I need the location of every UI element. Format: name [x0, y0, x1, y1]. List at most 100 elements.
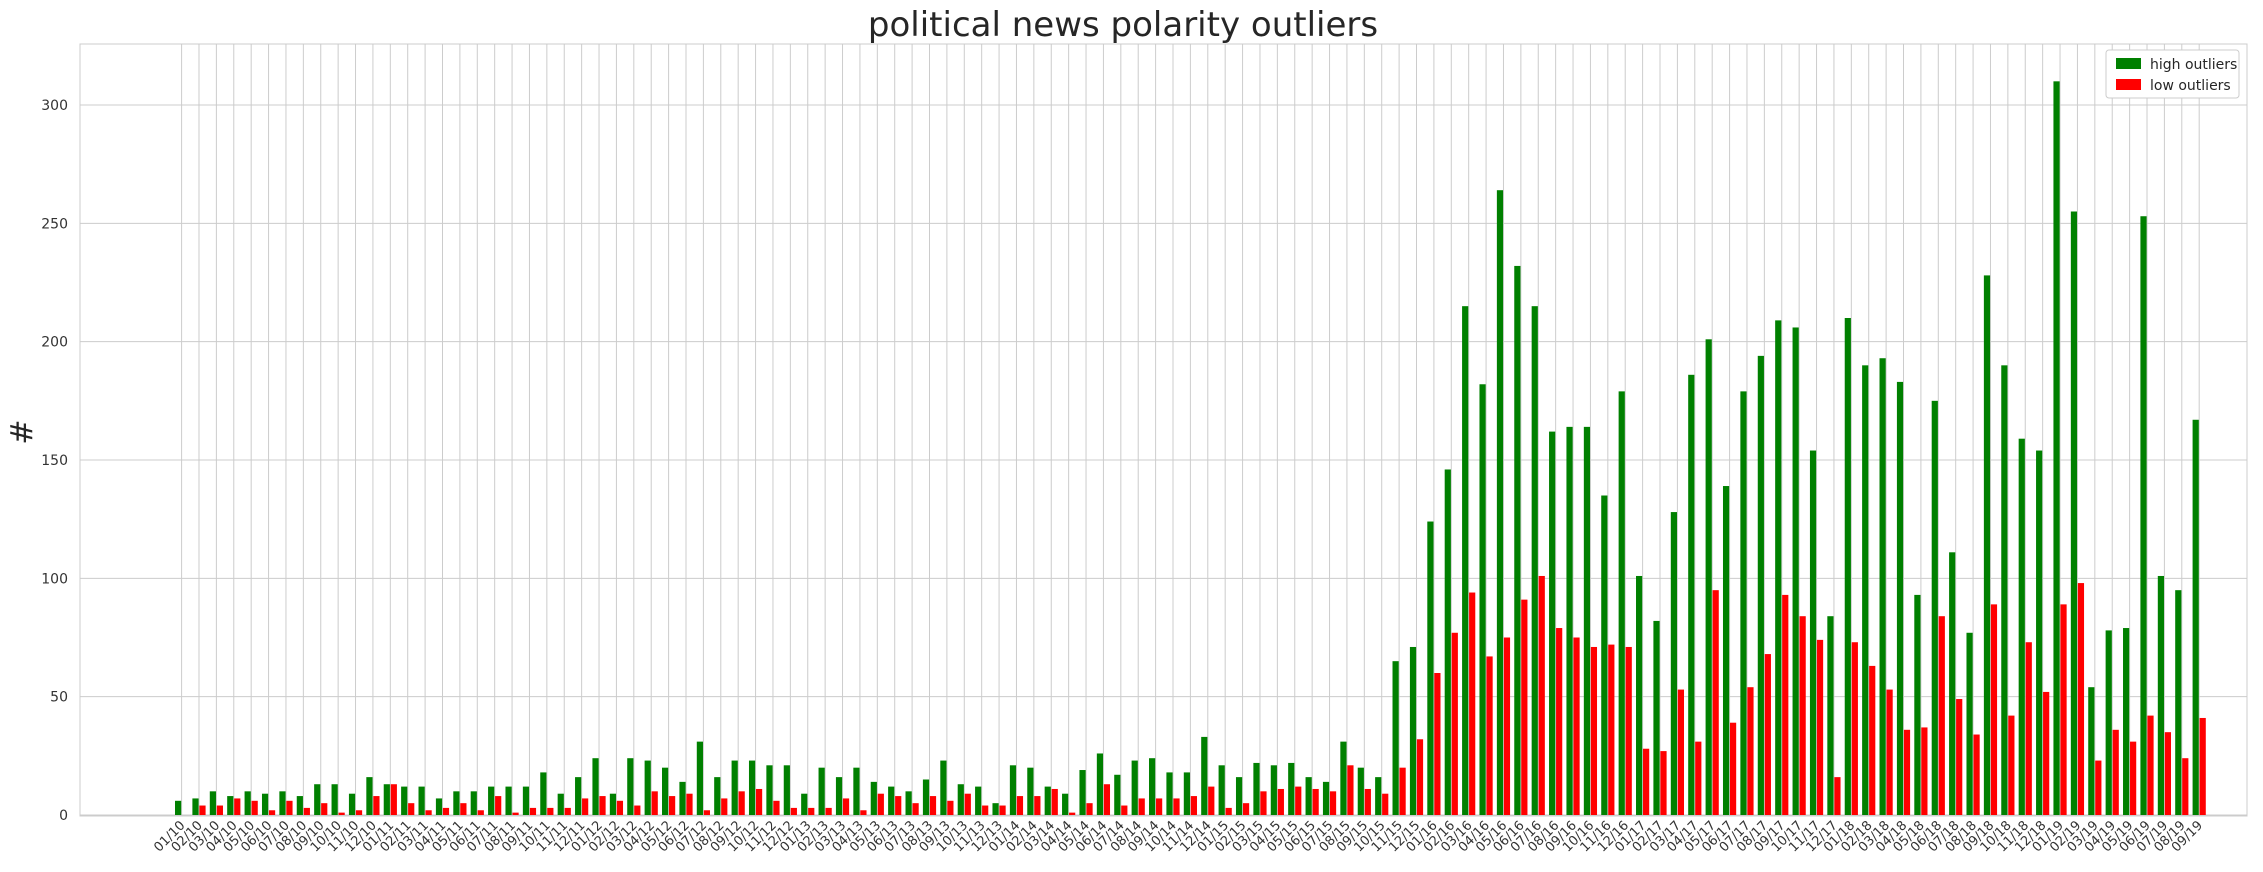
bar-low-outliers [1782, 594, 1789, 815]
bar-low-outliers [929, 796, 937, 815]
bar-low-outliers [721, 798, 728, 815]
bar-low-outliers [825, 807, 832, 815]
y-tick-labels: 0 50 100 150 200 250 300 [41, 98, 68, 824]
bar-high-outliers [2088, 687, 2095, 815]
bar-low-outliers [1521, 599, 1528, 815]
bar-high-outliers [1427, 521, 1434, 815]
bar-low-outliers [1225, 807, 1232, 815]
bar-low-outliers [999, 805, 1006, 815]
bar-high-outliers [2192, 419, 2199, 815]
bar-low-outliers [616, 800, 624, 815]
bar-low-outliers [1643, 748, 1650, 815]
bar-high-outliers [1740, 391, 1747, 815]
bar-high-outliers [1444, 469, 1451, 815]
bar-low-outliers [773, 800, 780, 815]
bar-high-outliers [1601, 495, 1608, 815]
bar-low-outliers [1538, 575, 1545, 815]
bar-high-outliers [470, 791, 477, 815]
bar-low-outliers [842, 798, 850, 815]
bar-high-outliers [818, 767, 825, 815]
bar-low-outliers [338, 812, 345, 815]
bar-high-outliers [1618, 391, 1625, 815]
bar-low-outliers [1990, 604, 1998, 815]
bar-low-outliers [1382, 793, 1389, 815]
bar-low-outliers [1938, 616, 1945, 815]
bar-low-outliers [2008, 715, 2015, 815]
bar-low-outliers [755, 788, 763, 815]
bar-high-outliers [905, 791, 912, 815]
bar-high-outliers [2123, 628, 2130, 815]
bar-high-outliers [383, 784, 390, 815]
bar-low-outliers [686, 793, 693, 815]
bar-low-outliers [460, 803, 467, 815]
bar-high-outliers [853, 767, 860, 815]
bar-high-outliers [2001, 365, 2008, 815]
bar-high-outliers [1583, 426, 1591, 815]
bar-high-outliers [870, 781, 877, 815]
bar-low-outliers [1451, 632, 1458, 815]
bar-low-outliers [982, 805, 989, 815]
bar-low-outliers [1869, 665, 1876, 815]
bar-low-outliers [512, 812, 519, 815]
bar-low-outliers [895, 796, 902, 815]
bar-high-outliers [1305, 777, 1312, 815]
bar-low-outliers [495, 796, 502, 815]
bar-low-outliers [2060, 604, 2067, 815]
bar-high-outliers [366, 777, 373, 815]
bar-high-outliers [2053, 81, 2060, 815]
bar-low-outliers [1469, 592, 1476, 815]
bar-high-outliers [679, 781, 686, 815]
bar-high-outliers [1062, 793, 1069, 815]
bar-high-outliers [296, 796, 303, 815]
bar-low-outliers [1799, 616, 1806, 815]
bar-high-outliers [279, 791, 286, 815]
bar-low-outliers [1816, 639, 1824, 815]
bar-low-outliers [251, 800, 258, 815]
bar-low-outliers [390, 784, 397, 815]
bar-high-outliers [975, 786, 982, 815]
bar-high-outliers [627, 758, 634, 815]
legend-swatch-low-outliers [2116, 79, 2141, 90]
bar-low-outliers [1729, 722, 1737, 815]
bar-high-outliers [2157, 575, 2164, 815]
bar-high-outliers [662, 767, 669, 815]
bar-high-outliers [244, 791, 251, 815]
bar-low-outliers [1956, 699, 1963, 815]
bar-high-outliers [992, 803, 999, 815]
bar-low-outliers [1556, 628, 1563, 815]
bar-high-outliers [696, 741, 703, 815]
bar-low-outliers [564, 807, 571, 815]
bar-low-outliers [1016, 796, 1024, 815]
bar-low-outliers [1364, 788, 1371, 815]
bar-low-outliers [1208, 786, 1215, 815]
bar-low-outliers [1277, 788, 1284, 815]
bar-low-outliers [1573, 637, 1580, 815]
x-gridlines [181, 44, 2200, 816]
bar-low-outliers [268, 810, 276, 815]
bar-high-outliers [1044, 786, 1051, 815]
chart-title: political news polarity outliers [868, 5, 1378, 45]
legend-label-low-outliers: low outliers [2150, 78, 2231, 94]
bar-low-outliers [2147, 715, 2154, 815]
bar-low-outliers [2112, 729, 2119, 815]
bar-low-outliers [477, 810, 484, 815]
bar-low-outliers [1121, 805, 1128, 815]
bar-high-outliers [209, 791, 216, 815]
bar-high-outliers [1879, 358, 1886, 815]
bar-high-outliers [2175, 590, 2182, 815]
bar-low-outliers [1347, 765, 1354, 815]
bar-high-outliers [1792, 327, 1799, 815]
bar-high-outliers [1357, 767, 1364, 815]
bar-high-outliers [488, 786, 495, 815]
bar-high-outliers [2018, 438, 2025, 815]
bar-low-outliers [1608, 644, 1615, 815]
bar-high-outliers [1775, 320, 1782, 815]
bar-low-outliers [1695, 741, 1702, 815]
bar-low-outliers [1625, 646, 1632, 815]
bar-low-outliers [1103, 784, 1111, 815]
bar-high-outliers [1914, 594, 1921, 815]
bar-high-outliers [1862, 365, 1869, 815]
bar-low-outliers [1260, 791, 1267, 815]
bar-high-outliers [2105, 630, 2112, 815]
